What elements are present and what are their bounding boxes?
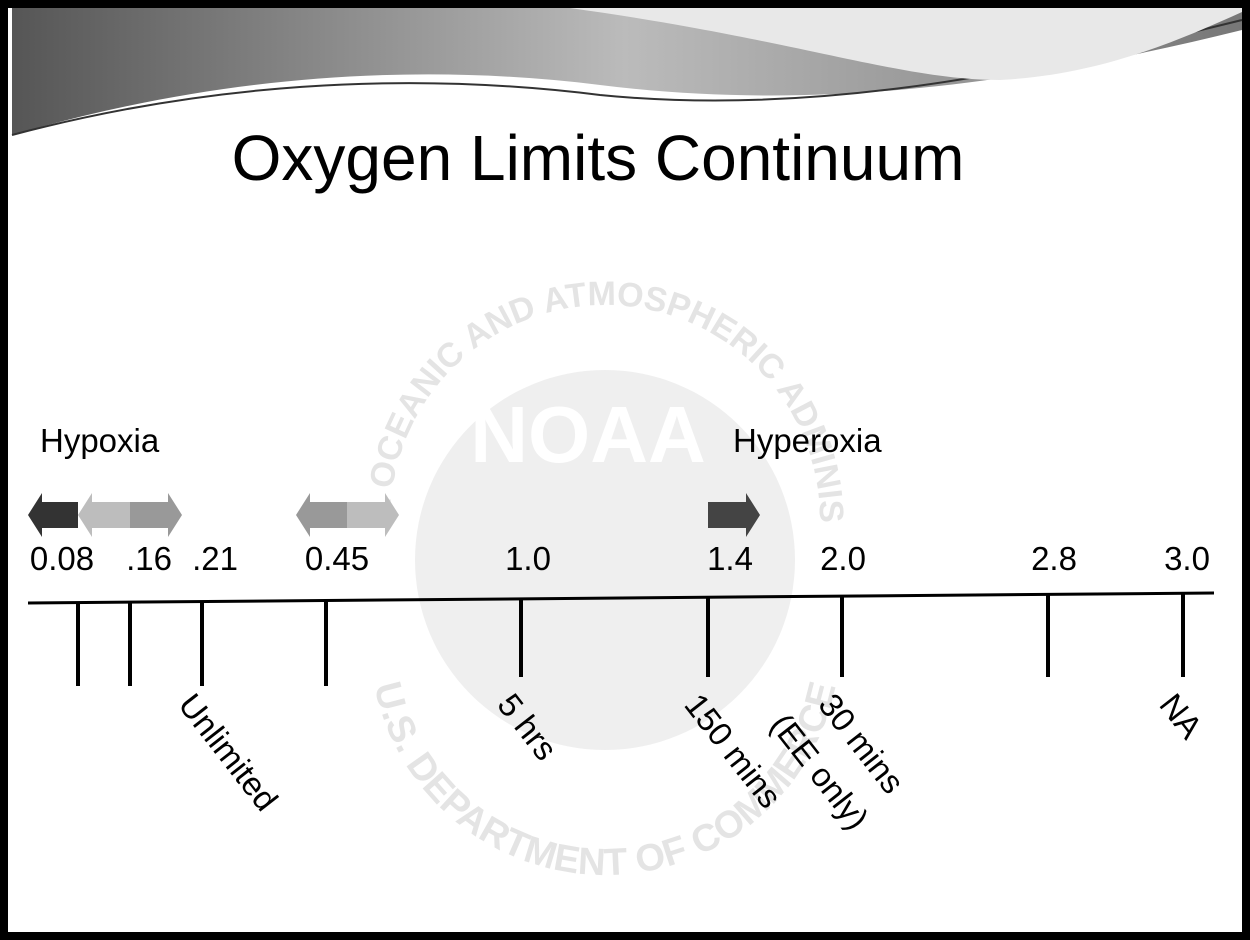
watermark-circle [415, 370, 795, 750]
arrow-mid-right [347, 493, 399, 537]
arrow-dark-right [708, 493, 760, 537]
arrows [28, 493, 760, 537]
tick-label: 0.08 [30, 540, 94, 577]
tick-label: 0.45 [305, 540, 369, 577]
tick-label: .16 [126, 540, 172, 577]
hypoxia-label: Hypoxia [40, 422, 160, 459]
tick-label: 2.0 [820, 540, 866, 577]
arrow-dark-left [28, 493, 78, 537]
watermark-logo: NOAA [470, 390, 706, 479]
tick-label: 1.4 [707, 540, 753, 577]
tick-label: 3.0 [1164, 540, 1210, 577]
tick-label: 2.8 [1031, 540, 1077, 577]
continuum-axis [27, 591, 1215, 605]
tick-label: 1.0 [505, 540, 551, 577]
arrow-light-right [130, 493, 182, 537]
arrow-mid-left [296, 493, 347, 537]
arrow-light-left [78, 493, 130, 537]
tick-label: .21 [192, 540, 238, 577]
swoosh-light [570, 8, 1242, 80]
hyperoxia-label: Hyperoxia [733, 422, 882, 459]
title: Oxygen Limits Continuum [232, 122, 965, 194]
